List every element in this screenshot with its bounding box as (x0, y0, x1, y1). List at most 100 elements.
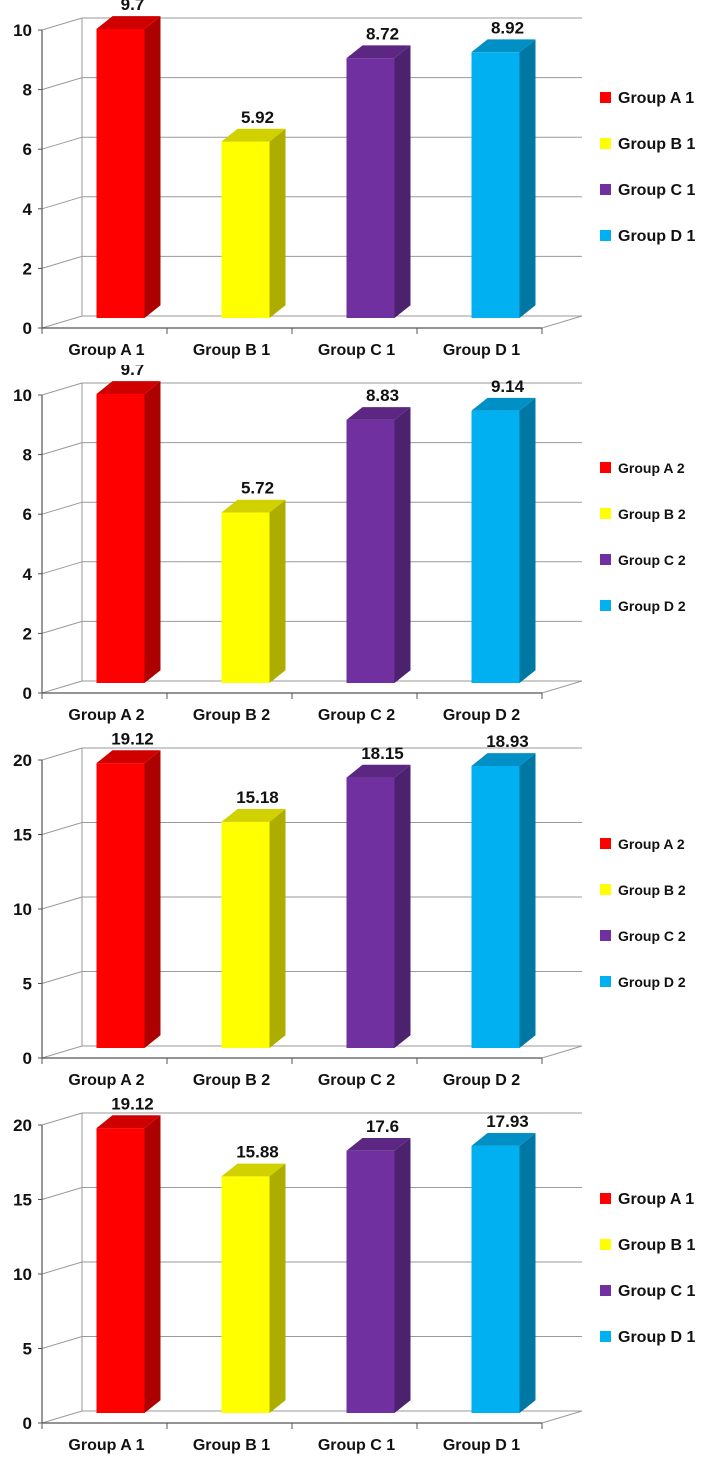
gridline-diagonal (41, 1336, 83, 1349)
y-tick-label: 0 (23, 684, 32, 703)
y-tick-labels: 0 5 10 15 20 (13, 1116, 42, 1433)
chart-panel-4: 0 5 10 15 20 19.12 Group A 1 15.88 Group B 1 17.6… (0, 1095, 708, 1460)
legend-label: Group D 1 (618, 228, 695, 245)
bar-front (346, 1150, 395, 1413)
bar (221, 128, 286, 318)
bar-side (394, 45, 411, 319)
bar-front (96, 28, 145, 318)
gridline-diagonal (41, 315, 83, 329)
data-label: 9.7 (121, 365, 145, 379)
x-tick-label: Group C 2 (318, 707, 395, 724)
bar-front (96, 393, 145, 683)
gridline-diagonal (41, 1045, 83, 1059)
bar-top (471, 39, 536, 53)
x-tick-label: Group B 1 (193, 1437, 270, 1454)
chart-panel-3: 0 5 10 15 20 19.12 Group A 2 15.18 Group B 2 18.1… (0, 730, 708, 1095)
legend: Group A 2 Group B 2 Group C 2 Group D 2 (600, 836, 686, 990)
bar-side (394, 407, 411, 683)
legend-label: Group B 1 (618, 136, 695, 153)
gridline-diagonal (41, 442, 83, 456)
legend-swatch (600, 184, 611, 195)
legend-item: Group D 1 (600, 1329, 695, 1346)
legend-label: Group A 1 (618, 90, 694, 107)
data-label: 15.88 (236, 1143, 279, 1162)
bar-top (346, 45, 411, 59)
y-tick-label: 8 (23, 446, 32, 465)
gridline-diagonal (41, 680, 83, 694)
x-tick-label: Group D 1 (443, 1437, 520, 1454)
y-tick-label: 5 (23, 1340, 32, 1359)
bar (221, 1163, 286, 1413)
legend-swatch (600, 138, 611, 149)
bar-top (96, 750, 161, 764)
bar-front (346, 777, 395, 1048)
legend-item: Group B 1 (600, 136, 695, 153)
y-tick-label: 10 (13, 1265, 32, 1284)
gridline-diagonal (41, 17, 83, 31)
legend-swatch (600, 600, 611, 611)
bar-front (471, 52, 520, 319)
bars (96, 16, 536, 319)
bar-top (221, 1163, 286, 1177)
bar-top (221, 499, 286, 513)
data-label: 8.92 (491, 18, 524, 37)
gridline-diagonal (41, 1261, 83, 1275)
bar-side (144, 381, 161, 683)
bar-top (471, 1133, 536, 1146)
bar-front (471, 765, 520, 1048)
gridline-diagonal (41, 747, 83, 761)
legend-item: Group C 1 (600, 1283, 695, 1300)
legend-label: Group D 2 (618, 598, 686, 614)
bars (96, 750, 536, 1048)
bar-top (346, 407, 411, 420)
bar-side (519, 397, 536, 683)
gridline-diagonal (41, 382, 83, 396)
bar (96, 16, 161, 318)
data-label: 17.6 (366, 1117, 399, 1136)
bar-side (519, 1133, 536, 1413)
gridline-diagonal (41, 620, 83, 634)
bar (96, 381, 161, 683)
bar-chart-2: 0 2 4 6 8 10 9.7 Group A 2 5.72 Group B 2 8.83 Grou… (13, 365, 686, 724)
y-tick-label: 10 (13, 386, 32, 405)
bar-top (221, 809, 286, 822)
bar-front (471, 1145, 520, 1413)
bar-side (144, 1115, 161, 1413)
bar-side (519, 39, 536, 318)
legend-item: Group A 2 (600, 836, 685, 852)
x-tick-label: Group A 2 (68, 707, 144, 724)
gridline-diagonal (41, 971, 83, 984)
bar-top (471, 397, 536, 411)
y-tick-label: 4 (23, 565, 33, 584)
bar-front (346, 419, 395, 683)
legend-swatch (600, 462, 611, 473)
y-tick-label: 10 (13, 21, 32, 40)
gridline-diagonal (41, 1112, 83, 1126)
bar-side (144, 750, 161, 1048)
legend-swatch (600, 1331, 611, 1342)
y-tick-labels: 0 2 4 6 8 10 (13, 21, 42, 338)
bar (471, 1133, 536, 1413)
legend-swatch (600, 554, 611, 565)
legend-item: Group C 2 (600, 552, 686, 568)
legend-label: Group B 1 (618, 1237, 695, 1254)
y-tick-label: 8 (23, 81, 32, 100)
gridline-diagonal (41, 822, 83, 835)
bar (96, 1115, 161, 1413)
bar-top (346, 1137, 411, 1151)
y-tick-label: 6 (23, 505, 32, 524)
legend-item: Group B 2 (600, 882, 686, 898)
data-label: 9.7 (121, 0, 145, 14)
x-tick-label: Group B 1 (193, 342, 270, 359)
bar-side (269, 809, 286, 1048)
bar (471, 397, 536, 683)
legend-label: Group A 1 (618, 1191, 694, 1208)
legend-item: Group B 1 (600, 1237, 695, 1254)
bar-top (96, 16, 161, 29)
data-label: 18.93 (486, 732, 529, 751)
bar-front (221, 1176, 270, 1413)
bar-top (346, 764, 411, 778)
legend-label: Group D 2 (618, 974, 686, 990)
bar (346, 1137, 411, 1413)
bar-side (269, 128, 286, 318)
